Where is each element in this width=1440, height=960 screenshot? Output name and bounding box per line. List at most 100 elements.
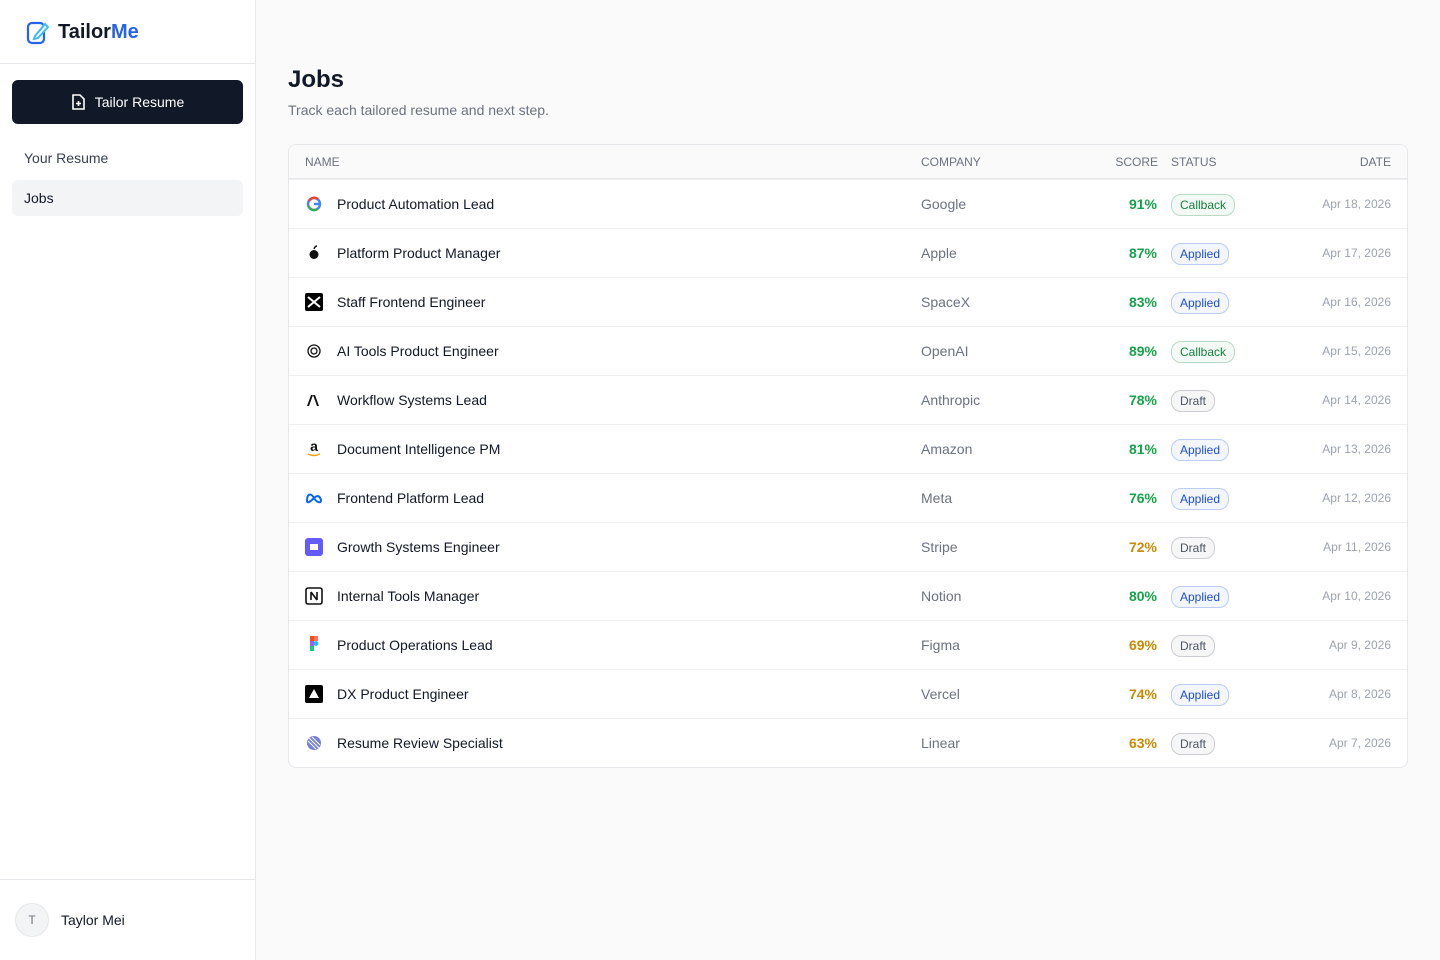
- company-logo: a: [307, 440, 321, 457]
- job-row[interactable]: Product Automation Lead Google 91% Callback…: [289, 179, 1407, 228]
- status-cell: Draft: [1171, 390, 1216, 412]
- job-name: Internal Tools Manager: [337, 588, 480, 604]
- user-name: Taylor Mei: [61, 912, 125, 928]
- job-cell: Frontend Platform Lead: [305, 489, 484, 507]
- status-cell: Callback: [1171, 194, 1236, 216]
- status-badge: Draft: [1171, 733, 1216, 755]
- status-cell: Applied: [1171, 439, 1230, 461]
- date: Apr 9, 2026: [1328, 638, 1391, 652]
- score: 76%: [1128, 490, 1157, 506]
- status-cell: Applied: [1171, 586, 1230, 608]
- status-badge: Draft: [1171, 537, 1216, 559]
- divider: [0, 63, 255, 64]
- table-header: NAME COMPANY SCORE STATUS DATE: [289, 145, 1407, 179]
- company: Linear: [921, 735, 960, 751]
- job-name: AI Tools Product Engineer: [337, 343, 499, 359]
- job-cell: Workflow Systems Lead: [305, 391, 487, 409]
- job-row[interactable]: Frontend Platform Lead Meta 76% Applied Apr …: [289, 473, 1407, 522]
- company-logo: [305, 538, 323, 556]
- status-cell: Callback: [1171, 341, 1236, 363]
- job-name: Workflow Systems Lead: [337, 392, 487, 408]
- company: Anthropic: [921, 392, 981, 408]
- job-row[interactable]: Product Operations Lead Figma 69% Draft Apr …: [289, 620, 1407, 669]
- logo: [26, 21, 50, 45]
- score: 81%: [1128, 441, 1157, 457]
- status-badge: Applied: [1171, 439, 1230, 461]
- company-logo: [305, 685, 323, 703]
- status-cell: Applied: [1171, 292, 1230, 314]
- date: Apr 12, 2026: [1322, 491, 1391, 505]
- file-icon: [71, 94, 85, 110]
- job-cell: AI Tools Product Engineer: [305, 342, 499, 360]
- status-badge: Applied: [1171, 586, 1230, 608]
- company-logo: [307, 344, 321, 358]
- score: 89%: [1128, 343, 1157, 359]
- job-cell: Internal Tools Manager: [305, 587, 479, 605]
- job-row[interactable]: DX Product Engineer Vercel 74% Applied Apr 8…: [289, 669, 1407, 718]
- company-logo: [310, 636, 319, 651]
- date: Apr 13, 2026: [1322, 442, 1391, 456]
- company: Notion: [921, 588, 962, 604]
- score: 91%: [1128, 196, 1157, 212]
- status-cell: Applied: [1171, 684, 1230, 706]
- company: Figma: [921, 637, 960, 653]
- status-badge: Applied: [1171, 292, 1230, 314]
- score: 72%: [1128, 539, 1157, 555]
- job-row[interactable]: Internal Tools Manager Notion 80% Applied Ap…: [289, 571, 1407, 620]
- column-header: COMPANY: [921, 154, 981, 169]
- column-header: STATUS: [1171, 154, 1217, 169]
- date: Apr 8, 2026: [1328, 687, 1391, 701]
- job-row[interactable]: Platform Product Manager Apple 87% Applied A…: [289, 228, 1407, 277]
- status-badge: Draft: [1171, 635, 1216, 657]
- user-menu[interactable]: T Taylor Mei: [0, 879, 255, 960]
- job-row[interactable]: AI Tools Product Engineer OpenAI 89% Callba…: [289, 326, 1407, 375]
- company: Amazon: [921, 441, 973, 457]
- svg-text:a: a: [310, 440, 318, 454]
- job-cell: DX Product Engineer: [305, 685, 469, 703]
- date: Apr 10, 2026: [1322, 589, 1391, 603]
- job-row[interactable]: Resume Review Specialist Linear 63% Draft Ap…: [289, 718, 1407, 767]
- job-row[interactable]: Staff Frontend Engineer SpaceX 83% Applied A…: [289, 277, 1407, 326]
- job-row[interactable]: Workflow Systems Lead Anthropic 78% Draft Ap…: [289, 375, 1407, 424]
- job-name: Platform Product Manager: [337, 245, 501, 261]
- job-cell: Staff Frontend Engineer: [305, 293, 485, 311]
- score: 69%: [1128, 637, 1157, 653]
- status-cell: Draft: [1171, 635, 1216, 657]
- tailor-button[interactable]: Tailor Resume: [12, 80, 243, 124]
- brand[interactable]: TailorMe: [26, 18, 139, 46]
- brand-name: Tailor: [58, 20, 111, 43]
- avatar: T: [15, 903, 49, 937]
- button-label: Tailor Resume: [94, 94, 185, 110]
- job-row[interactable]: Growth Systems Engineer Stripe 72% Draft Apr…: [289, 522, 1407, 571]
- job-name: Product Operations Lead: [337, 637, 493, 653]
- job-row[interactable]: a Document Intelligence PM Amazon 81% Applie…: [289, 424, 1407, 473]
- status-cell: Draft: [1171, 733, 1216, 755]
- company-logo: [305, 293, 323, 311]
- sidebar: TailorMe Tailor Resume Your Resume Jobs …: [0, 0, 256, 960]
- company-logo: [306, 196, 322, 212]
- status-badge: Draft: [1171, 390, 1216, 412]
- job-name: Frontend Platform Lead: [337, 490, 485, 506]
- status-cell: Applied: [1171, 488, 1230, 510]
- status-cell: Draft: [1171, 537, 1216, 559]
- nav-item[interactable]: Your Resume: [24, 150, 109, 166]
- brand-name-accent: Me: [110, 20, 139, 43]
- status-badge: Callback: [1171, 341, 1236, 363]
- company: SpaceX: [921, 294, 971, 310]
- company-logo: [307, 395, 319, 406]
- company: Vercel: [921, 686, 960, 702]
- status-cell: Applied: [1171, 243, 1230, 265]
- score: 74%: [1128, 686, 1157, 702]
- company: Google: [921, 196, 967, 212]
- score: 80%: [1128, 588, 1157, 604]
- date: Apr 17, 2026: [1322, 246, 1391, 260]
- job-cell: Product Operations Lead: [305, 636, 493, 654]
- date: Apr 11, 2026: [1323, 540, 1391, 554]
- status-badge: Applied: [1171, 488, 1230, 510]
- date: Apr 16, 2026: [1322, 295, 1391, 309]
- job-name: Product Automation Lead: [337, 196, 495, 212]
- nav-item[interactable]: Jobs: [12, 180, 243, 216]
- page-title: Jobs: [288, 66, 345, 93]
- status-badge: Applied: [1171, 243, 1230, 265]
- job-cell: Platform Product Manager: [305, 244, 500, 262]
